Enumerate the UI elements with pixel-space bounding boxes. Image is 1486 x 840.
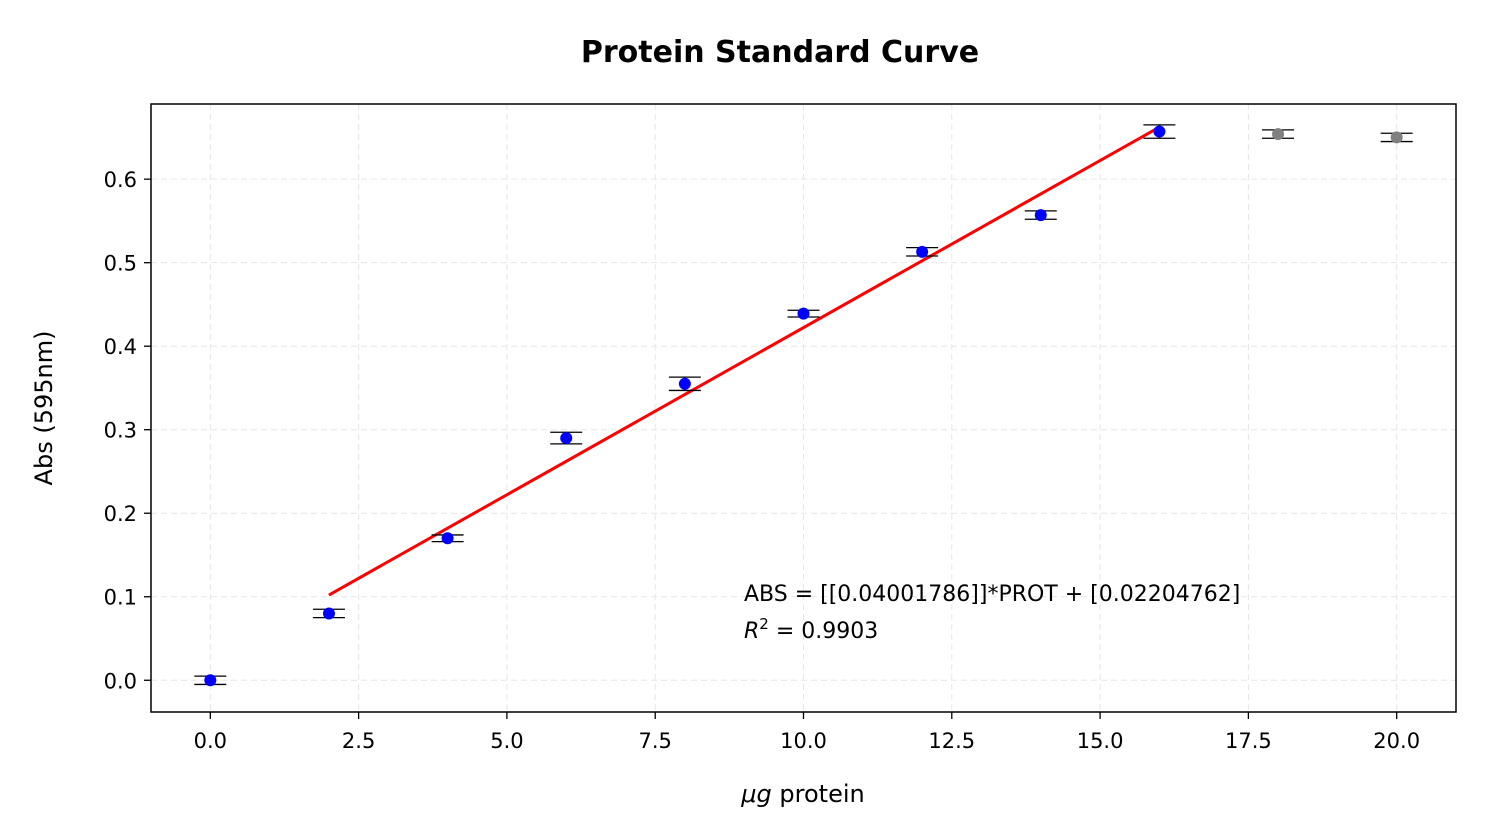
fit-line-group: [328, 125, 1161, 597]
y-tick-label: 0.3: [104, 419, 137, 443]
data-point: [916, 245, 929, 258]
axis-ticks: 0.0 2.5 5.0 7.5 10.0 12.5 15.0 17.5 20.0 0.0 0.1 0.…: [104, 168, 1420, 753]
chart-title: Protein Standard Curve: [581, 35, 979, 70]
y-tick-label: 0.6: [104, 168, 137, 192]
data-point: [678, 377, 691, 390]
data-point: [441, 532, 454, 545]
data-point: [322, 607, 335, 620]
data-point: [797, 307, 810, 320]
x-tick-label: 2.5: [342, 729, 375, 753]
x-tick-label: 17.5: [1225, 729, 1272, 753]
x-tick-label: 12.5: [928, 729, 975, 753]
data-point: [1390, 131, 1403, 144]
data-points-group: [194, 124, 1413, 687]
r-squared-value: = 0.9903: [769, 619, 878, 644]
x-tick-label: 15.0: [1077, 729, 1124, 753]
x-tick-label: 20.0: [1373, 729, 1420, 753]
data-point: [560, 432, 573, 445]
x-axis-symbol: μg: [740, 780, 772, 808]
x-tick-label: 10.0: [780, 729, 827, 753]
y-tick-label: 0.5: [104, 252, 137, 276]
x-axis-label: μg protein: [740, 780, 864, 808]
y-tick-label: 0.1: [104, 586, 137, 610]
grid-lines: [151, 104, 1456, 712]
data-point: [1153, 125, 1166, 138]
r-squared-symbol: R: [744, 619, 759, 644]
y-tick-label: 0.0: [104, 669, 137, 693]
data-point: [1272, 128, 1285, 141]
y-tick-label: 0.2: [104, 502, 137, 526]
r-squared: R2 = 0.9903: [744, 615, 878, 644]
x-tick-label: 0.0: [194, 729, 227, 753]
fit-equation: ABS = [[0.04001786]]*PROT + [0.02204762]: [744, 582, 1240, 607]
x-tick-label: 5.0: [490, 729, 523, 753]
x-tick-label: 7.5: [639, 729, 672, 753]
y-axis-label: Abs (595nm): [30, 331, 58, 486]
fit-line: [328, 125, 1161, 597]
data-point: [1034, 209, 1047, 222]
r-squared-exponent: 2: [759, 615, 769, 633]
y-tick-label: 0.4: [104, 335, 137, 359]
x-axis-text: protein: [779, 780, 864, 808]
data-point: [204, 674, 217, 687]
